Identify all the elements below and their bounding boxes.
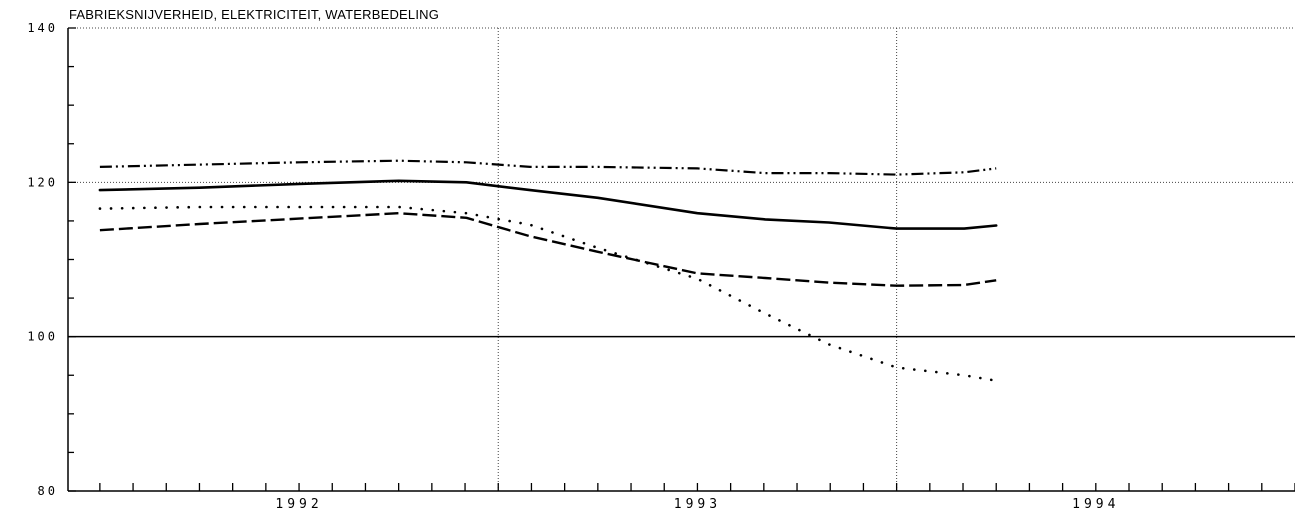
y-tick-label-140: 140 xyxy=(27,21,58,35)
x-year-label-1993: 1993 xyxy=(674,497,721,512)
series-group xyxy=(98,159,998,383)
axes xyxy=(67,27,1295,492)
x-year-label-1994: 1994 xyxy=(1072,497,1119,512)
y-tick-label-120: 120 xyxy=(27,175,58,189)
series-line-dotted xyxy=(98,205,998,383)
series-line-dashed xyxy=(99,211,997,287)
x-year-label-1992: 1992 xyxy=(275,497,322,512)
y-tick-label-80: 80 xyxy=(38,484,58,498)
y-tick-label-100: 100 xyxy=(27,330,58,344)
tick-labels: 140 120 100 80 1992 1993 1994 xyxy=(27,21,1119,512)
grid xyxy=(68,27,1295,491)
chart-title: FABRIEKSNIJVERHEID, ELEKTRICITEIT, WATER… xyxy=(69,7,440,22)
series-line-dashdotdot xyxy=(99,159,997,176)
series-line-solid xyxy=(98,179,998,230)
